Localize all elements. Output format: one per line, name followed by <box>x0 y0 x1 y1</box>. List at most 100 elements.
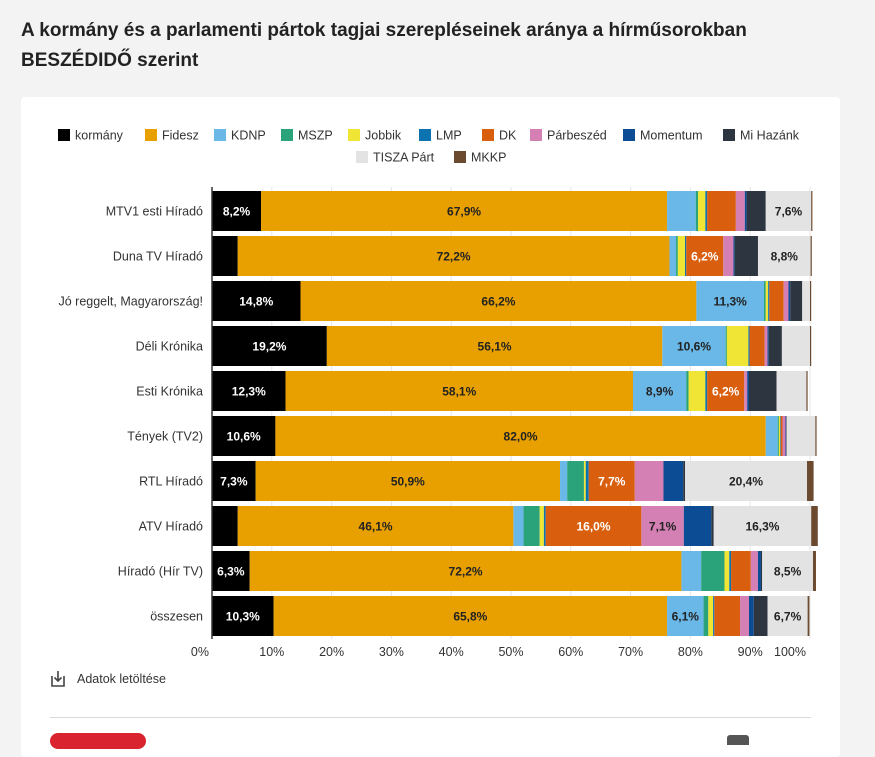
legend-label-kdnp[interactable]: KDNP <box>231 129 266 143</box>
legend-label-mi-hazank[interactable]: Mi Hazánk <box>740 129 800 143</box>
legend-swatch-lmp <box>419 129 431 141</box>
data-label: 7,6% <box>775 205 803 219</box>
legend-label-dk[interactable]: DK <box>499 129 517 143</box>
bar-segment-mkkp <box>810 326 812 366</box>
tick-label: 20% <box>319 645 344 659</box>
tick-label: 80% <box>678 645 703 659</box>
data-label: 8,5% <box>774 565 802 579</box>
legend-swatch-kdnp <box>214 129 226 141</box>
value-axis-labels: 0% 10% 20% 30% 40% 50% 60% 70% 80% 90% 100% <box>191 645 806 659</box>
bar-segment-mi-hazank <box>786 416 787 456</box>
red-badge[interactable] <box>50 733 146 749</box>
bar-segment-kormany <box>212 596 274 636</box>
legend-swatch-fidesz <box>145 129 157 141</box>
legend-label-kormany[interactable]: kormány <box>75 129 124 143</box>
data-label: 6,1% <box>672 610 700 624</box>
bar-segment-mi-hazank <box>768 326 782 366</box>
bar-segment-mkkp <box>807 461 814 501</box>
bar-segment-lmp <box>543 506 546 546</box>
bar-segment-lmp <box>780 416 781 456</box>
stacked-bar-chart: kormány Fidesz KDNP MSZP Jobbik LMP DK Párbeszé… <box>58 129 818 659</box>
bar-segment-mi-hazank <box>760 551 763 591</box>
legend-label-tisza-part[interactable]: TISZA Párt <box>373 151 435 165</box>
bar-segment-parbeszed <box>782 416 786 456</box>
category-label: összesen <box>150 610 203 624</box>
bar-segment-mi-hazank <box>734 236 758 276</box>
bar-segment-jobbik <box>778 416 781 456</box>
legend-label-momentum[interactable]: Momentum <box>640 129 703 143</box>
bar-segment-tisza-part <box>713 506 812 546</box>
bar-segment-momentum <box>757 551 761 591</box>
data-label: 16,0% <box>577 520 611 534</box>
data-label: 6,2% <box>691 250 719 264</box>
category-label: Duna TV Híradó <box>113 250 203 264</box>
bar-segment-parbeszed <box>744 371 748 411</box>
bar-segment-mkkp <box>815 416 817 456</box>
category-label: Déli Krónika <box>136 340 203 354</box>
bar-segment-mi-hazank <box>683 461 686 501</box>
tick-label: 60% <box>558 645 583 659</box>
legend-swatch-mkkp <box>454 151 466 163</box>
bar-segment-jobbik <box>724 551 730 591</box>
bar-segment-mkkp <box>811 191 813 231</box>
data-label: 10,3% <box>226 610 260 624</box>
bar-segment-mkkp <box>812 551 816 591</box>
category-label: RTL Híradó <box>139 475 203 489</box>
data-label: 46,1% <box>359 520 393 534</box>
bar-segment-tisza-part <box>781 326 810 366</box>
legend-label-fidesz[interactable]: Fidesz <box>162 129 199 143</box>
bar-segment-fidesz <box>261 191 668 231</box>
bar-segment-tisza-part <box>767 596 808 636</box>
data-label: 82,0% <box>504 430 538 444</box>
bar-segment-jobbik <box>539 506 544 546</box>
bar-segment-fidesz <box>255 461 561 501</box>
download-data-button[interactable]: Adatok letöltése <box>50 668 166 690</box>
tick-label: 70% <box>618 645 643 659</box>
bar-segment-jobbik <box>726 326 749 366</box>
bar-segment-jobbik <box>677 236 686 276</box>
legend-swatch-parbeszed <box>530 129 542 141</box>
bar-segment-mszp <box>701 551 725 591</box>
data-label: 11,3% <box>713 295 747 309</box>
bar-segment-mszp <box>676 236 678 276</box>
bar-segment-dk <box>707 191 736 231</box>
data-label: 16,3% <box>745 520 779 534</box>
bar-segment-kdnp <box>632 371 687 411</box>
bar-segment-parbeszed <box>764 326 768 366</box>
bar-segment-momentum <box>733 236 735 276</box>
bar-segment-kormany <box>212 551 250 591</box>
category-label: Jó reggelt, Magyarország! <box>58 295 203 309</box>
legend-label-jobbik[interactable]: Jobbik <box>365 129 402 143</box>
bar-segment-kdnp <box>765 416 778 456</box>
legend-label-mszp[interactable]: MSZP <box>298 129 333 143</box>
bar-segment-momentum <box>683 506 712 546</box>
bar-segment-kdnp <box>681 551 702 591</box>
chart-title: A kormány és a parlamenti pártok tagjai … <box>21 20 747 71</box>
data-label: 72,2% <box>449 565 483 579</box>
legend-label-parbeszed[interactable]: Párbeszéd <box>547 129 607 143</box>
category-label: ATV Híradó <box>139 520 203 534</box>
data-label: 6,2% <box>712 385 740 399</box>
bar-segment-fidesz <box>237 236 670 276</box>
bar-segment-kormany <box>212 461 256 501</box>
legend-label-lmp[interactable]: LMP <box>436 129 462 143</box>
legend-label-mkkp[interactable]: MKKP <box>471 151 506 165</box>
bar-segment-mkkp <box>807 596 810 636</box>
bar-segment-kdnp <box>662 326 726 366</box>
bar-segment-tisza-part <box>765 191 812 231</box>
legend-swatch-kormany <box>58 129 70 141</box>
bar-segment-kdnp <box>696 281 764 321</box>
bar-segment-parbeszed <box>634 461 664 501</box>
bars: 8,2% 67,9% 7,6% 72,2% 6,2% 8,8% 14,8% 66,2% 11,3… <box>212 191 818 636</box>
bar-segment-mkkp <box>810 281 812 321</box>
bar-segment-dk <box>588 461 635 501</box>
bar-segment-momentum <box>767 326 769 366</box>
share-icon[interactable] <box>727 735 749 745</box>
bar-segment-kdnp <box>560 461 568 501</box>
bar-segment-mi-hazank <box>749 371 777 411</box>
bar-segment-lmp <box>729 551 732 591</box>
legend-swatch-mi-hazank <box>723 129 735 141</box>
bar-segment-kormany <box>212 416 276 456</box>
bar-segment-mi-hazank <box>753 596 768 636</box>
bar-segment-dk <box>749 326 765 366</box>
